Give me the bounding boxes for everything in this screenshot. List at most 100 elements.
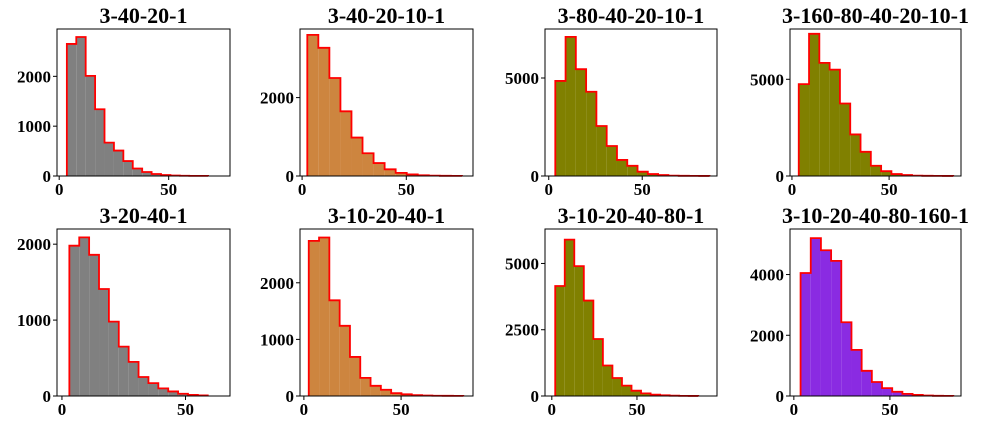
y-tick-label: 0: [286, 167, 295, 186]
histogram-bar: [148, 383, 159, 396]
histogram-bar: [637, 171, 648, 176]
histogram-bar: [798, 84, 810, 176]
histogram-bar: [631, 390, 642, 396]
histogram-bar: [583, 300, 594, 396]
histogram-bar: [95, 109, 105, 176]
histogram-bar: [881, 171, 892, 176]
y-tick-label: 5000: [505, 69, 539, 88]
histogram-bar: [340, 111, 352, 176]
histogram-bar: [108, 321, 119, 396]
histogram-bar: [329, 300, 340, 396]
histogram-bar: [839, 103, 851, 176]
histogram-bar: [132, 168, 143, 176]
x-tick-label: 50: [634, 180, 651, 199]
histogram-bar: [349, 356, 361, 396]
y-tick-label: 2000: [17, 67, 51, 86]
histogram-bar: [318, 47, 330, 176]
histogram-bar: [860, 151, 871, 176]
axes-frame: [299, 28, 474, 177]
subplot-2: 0 50 0 2000 3-40-20-10-1: [260, 3, 474, 199]
subplot-title: 3-20-40-1: [100, 203, 188, 228]
histogram-bar: [564, 239, 575, 396]
y-tick-label: 0: [43, 167, 52, 186]
subplot-title: 3-80-40-20-10-1: [558, 3, 705, 28]
histogram-bar: [596, 126, 607, 176]
histogram-bar: [871, 382, 883, 396]
histogram-bar: [79, 237, 90, 396]
histogram-bar: [89, 254, 100, 396]
x-tick-label: 0: [55, 180, 64, 199]
histogram-bar: [151, 174, 162, 176]
y-tick-label: 0: [776, 167, 785, 186]
subplot-8: 0 50 0 2000 4000 3-10-20-40-80-160-1: [750, 203, 969, 419]
histogram-bar: [841, 322, 852, 396]
histogram-bar: [606, 146, 617, 176]
histogram-bar: [373, 163, 385, 176]
histogram-bar: [627, 165, 638, 176]
subplot-4: 0 50 0 5000 3-160-80-40-20-10-1: [750, 3, 969, 199]
x-tick-label: 0: [544, 180, 553, 199]
histogram-bar: [360, 377, 371, 396]
histogram-bar: [851, 349, 862, 396]
histogram-bar: [104, 142, 114, 176]
histogram-bar: [319, 237, 330, 396]
histogram-bar: [123, 161, 133, 176]
x-tick-label: 50: [177, 400, 194, 419]
histogram-bar: [168, 391, 179, 396]
histogram-bar: [339, 325, 350, 396]
histogram-bar: [380, 389, 392, 396]
axes-frame: [56, 28, 231, 177]
subplot-title: 3-40-20-10-1: [328, 3, 445, 28]
histogram-bar: [831, 260, 842, 396]
histogram-bar: [555, 285, 565, 396]
histogram-bar: [565, 36, 576, 177]
histogram-bar: [370, 385, 381, 396]
y-tick-label: 4000: [750, 266, 784, 285]
y-tick-label: 0: [531, 387, 540, 406]
axes-frame: [544, 28, 718, 177]
y-tick-label: 2500: [505, 321, 539, 340]
histogram-bar: [621, 385, 632, 396]
y-tick-label: 0: [531, 167, 540, 186]
x-tick-label: 50: [398, 180, 415, 199]
y-tick-label: 2000: [17, 235, 51, 254]
x-tick-label: 50: [881, 400, 898, 419]
histogram-bar: [362, 153, 374, 176]
subplot-title: 3-10-20-40-1: [328, 203, 445, 228]
axes-frame: [789, 28, 962, 177]
histogram-bar: [158, 388, 169, 396]
x-tick-label: 0: [790, 400, 799, 419]
subplot-3: 0 50 0 5000 3-80-40-20-10-1: [505, 3, 718, 199]
histogram-bar: [69, 245, 80, 396]
histogram-bar: [66, 43, 77, 176]
histogram-bar: [641, 393, 651, 396]
subplot-title: 3-160-80-40-20-10-1: [782, 3, 969, 28]
histogram-bar: [555, 80, 566, 176]
histogram-bar: [85, 75, 96, 176]
y-tick-label: 0: [776, 387, 785, 406]
x-tick-label: 0: [58, 400, 67, 419]
histogram-bar: [861, 370, 872, 396]
histogram-bar: [809, 33, 820, 176]
histogram-bar: [574, 266, 584, 396]
histogram-bar: [118, 346, 129, 396]
histogram-bar: [178, 393, 188, 396]
histogram-bar: [891, 174, 902, 176]
histogram-bar: [829, 69, 840, 176]
y-tick-label: 5000: [750, 70, 784, 89]
x-tick-label: 50: [393, 400, 410, 419]
histogram-bar: [800, 273, 811, 396]
histogram-bar: [329, 78, 341, 176]
histogram-bar: [593, 339, 603, 396]
y-tick-label: 1000: [17, 311, 51, 330]
histogram-bar: [351, 137, 363, 176]
x-tick-label: 50: [881, 180, 898, 199]
histogram-bar: [395, 172, 407, 176]
histogram-bar: [138, 377, 149, 396]
histogram-bar: [820, 250, 832, 396]
axes-frame: [544, 228, 718, 397]
y-tick-label: 2000: [260, 274, 294, 293]
